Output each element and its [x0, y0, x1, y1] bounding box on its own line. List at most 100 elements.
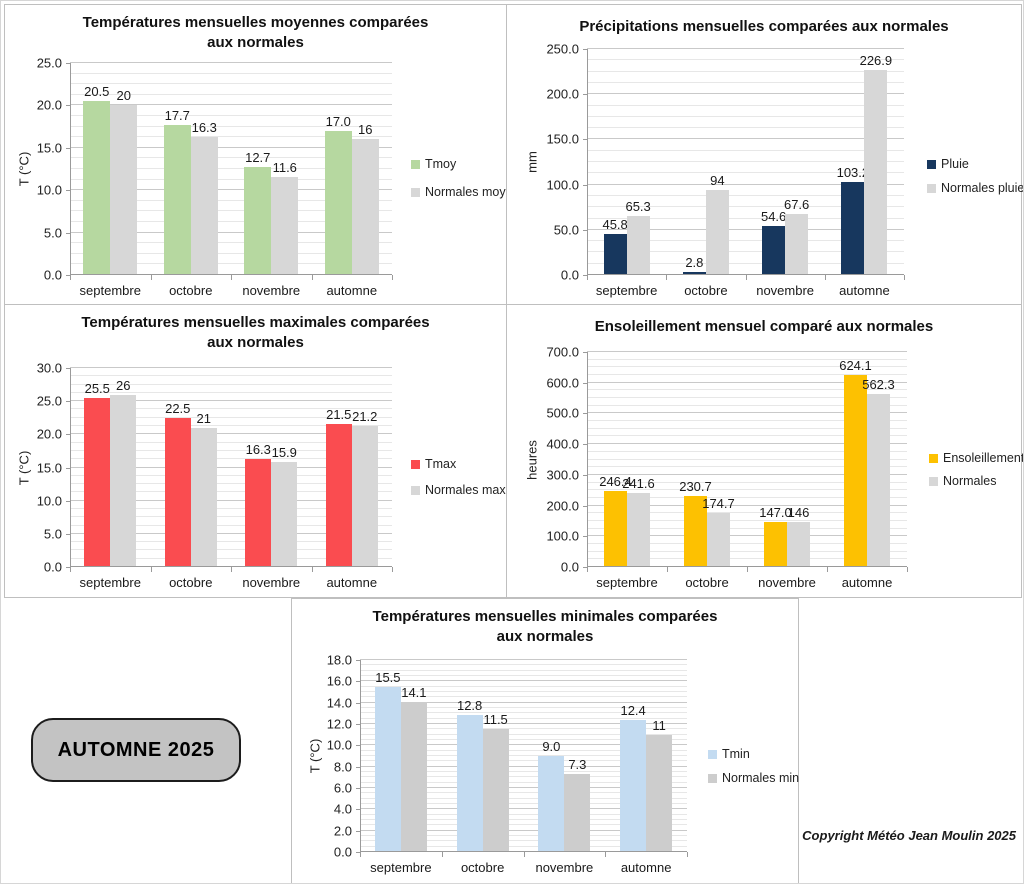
gridline-major	[360, 808, 687, 810]
x-category-label: novembre	[535, 860, 594, 875]
y-tick-mark	[583, 444, 587, 446]
bar-value-label: 54.6	[760, 208, 787, 224]
legend-entry-tmax: Tmax	[411, 457, 456, 471]
bar-tmin-novembre	[538, 756, 565, 852]
chart-title-line: Températures mensuelles minimales compar…	[372, 608, 718, 625]
x-tick-mark	[523, 852, 525, 857]
gridline-minor	[70, 441, 392, 443]
bar-normales-max-novembre	[271, 461, 298, 567]
gridline-minor	[70, 168, 392, 169]
gridline-minor	[360, 813, 687, 815]
y-tick-label: 2.0	[333, 823, 352, 839]
y-tick-label: 30.0	[36, 360, 62, 376]
bar-value-label: 562.3	[862, 377, 895, 393]
gridline-minor	[70, 416, 392, 418]
y-tick-mark	[66, 190, 70, 192]
legend-swatch	[929, 476, 938, 486]
y-tick-label: 18.0	[326, 652, 352, 668]
bar-normales-moy-septembre	[110, 105, 138, 275]
chart-title: Précipitations mensuelles comparées aux …	[507, 17, 1021, 37]
gridline-major	[587, 351, 907, 352]
gridline-minor	[70, 474, 392, 476]
legend-label: Normales max	[425, 483, 506, 497]
y-tick-mark	[356, 724, 360, 725]
x-tick-mark	[605, 852, 607, 857]
bar-value-label: 45.8	[602, 216, 628, 232]
chart-title: Températures mensuelles minimales compar…	[292, 607, 798, 648]
gridline-minor	[70, 391, 392, 393]
y-axis-line	[587, 49, 588, 275]
bar-ensoleillement-octobre	[684, 496, 707, 567]
gridline-major	[587, 138, 904, 140]
gridline-minor	[360, 664, 687, 666]
bar-value-label: 9.0	[542, 739, 561, 754]
x-tick-mark	[827, 567, 828, 572]
y-tick-label: 0.0	[560, 559, 579, 575]
x-axis-line	[587, 566, 907, 567]
legend-swatch	[411, 159, 420, 169]
legend-label: Ensoleillement	[943, 451, 1024, 465]
y-axis-line	[360, 660, 361, 852]
bar-value-label: 174.7	[702, 496, 735, 512]
bar-value-label: 22.5	[165, 400, 191, 416]
gridline-minor	[360, 797, 687, 799]
bar-value-label: 16	[358, 122, 373, 138]
gridline-minor	[587, 550, 907, 552]
bar-tmoy-octobre	[163, 124, 191, 275]
gridline-minor	[587, 450, 907, 452]
y-tick-label: 15.0	[36, 140, 62, 156]
x-tick-mark	[392, 275, 393, 280]
bar-value-label: 146	[787, 505, 810, 521]
bar-value-label: 11	[652, 717, 666, 733]
chart-panel-temperatures-maximales: Températures mensuelles maximales compar…	[4, 304, 507, 598]
gridline-minor	[360, 669, 687, 671]
gridline-minor	[360, 749, 687, 751]
y-tick-label: 15.0	[36, 460, 62, 475]
gridline-minor	[360, 845, 687, 847]
bar-normales-moy-automne	[351, 139, 379, 275]
legend-label: Tmoy	[425, 157, 457, 171]
bar-value-label: 16.3	[245, 441, 271, 457]
gridline-minor	[70, 516, 392, 518]
x-axis-line	[587, 274, 904, 275]
x-tick-mark	[587, 275, 588, 280]
chart-title-line: Précipitations mensuelles comparées aux …	[579, 18, 949, 35]
gridline-major	[70, 146, 392, 148]
gridline-minor	[70, 72, 392, 74]
bar-value-label: 12.7	[245, 150, 271, 166]
chart-title: Températures mensuelles moyennes comparé…	[5, 13, 506, 54]
gridline-minor	[70, 242, 392, 244]
y-tick-label: 250.0	[546, 41, 579, 57]
chart-title-line: Ensoleillement mensuel comparé aux norma…	[594, 318, 934, 335]
y-tick-label: 0.0	[333, 844, 352, 860]
bar-value-label: 20.5	[84, 84, 110, 100]
gridline-minor	[587, 358, 907, 360]
gridline-minor	[587, 374, 907, 376]
plot-area: 15.5 14.1 12.8 11.5 9.0 7.3 12.4 11	[360, 659, 687, 852]
x-category-label: octobre	[169, 575, 213, 590]
y-tick-mark	[66, 63, 70, 64]
x-tick-mark	[392, 567, 393, 572]
gridline-major	[587, 48, 904, 49]
x-category-label: septembre	[596, 575, 658, 590]
bar-value-label: 21	[196, 410, 211, 426]
legend-entry-normales-min: Normales min	[708, 771, 799, 785]
x-tick-mark	[747, 567, 748, 572]
x-category-label: automne	[326, 575, 378, 590]
bar-ensoleillement-automne	[844, 375, 867, 567]
y-tick-mark	[356, 745, 360, 747]
bar-normales-pluie-octobre	[705, 190, 729, 275]
gridline-minor	[587, 251, 904, 253]
season-stamp: AUTOMNE 2025	[31, 718, 241, 782]
bar-normales-novembre	[787, 522, 810, 567]
x-axis-line	[70, 566, 392, 567]
y-tick-mark	[583, 505, 587, 507]
y-tick-label: 200.0	[546, 498, 579, 514]
gridline-minor	[587, 206, 904, 208]
x-tick-mark	[70, 275, 71, 280]
y-tick-mark	[66, 232, 70, 234]
y-tick-label: 200.0	[546, 86, 579, 102]
plot-area: 20.5 20 17.7 16.3 12.7 11.6 17.0 16	[70, 62, 392, 275]
x-tick-mark	[231, 567, 232, 572]
y-tick-mark	[583, 275, 587, 276]
